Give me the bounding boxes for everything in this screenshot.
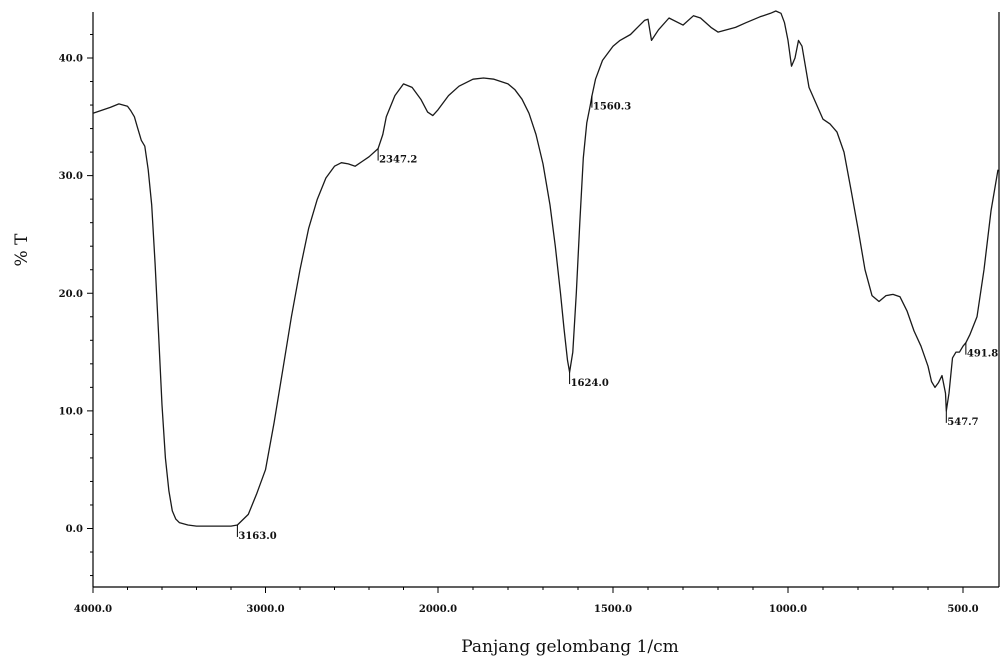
y-tick-label: 40.0 bbox=[59, 54, 83, 65]
peak-label: 547.7 bbox=[947, 417, 978, 428]
peak-label: 1624.0 bbox=[571, 378, 609, 389]
ticks: 0.0 10.0 20.0 30.0 40.0 4000.0 3000.0 2000.0 150… bbox=[59, 33, 979, 615]
x-axis-title: Panjang gelombang 1/cm bbox=[461, 637, 679, 657]
peak-label: 491.8 bbox=[967, 349, 998, 360]
y-tick-label: 0.0 bbox=[66, 524, 83, 535]
x-tick-label: 3000.0 bbox=[246, 604, 284, 615]
x-tick-label: 4000.0 bbox=[74, 604, 112, 615]
x-tick-label: 1500.0 bbox=[594, 604, 632, 615]
y-tick-label: 10.0 bbox=[59, 406, 83, 417]
y-axis-title: % T bbox=[12, 233, 32, 267]
y-tick-label: 30.0 bbox=[59, 171, 83, 182]
peak-label: 2347.2 bbox=[379, 155, 417, 166]
axes bbox=[92, 12, 1000, 588]
spectrum-line bbox=[92, 10, 999, 527]
peak-label: 1560.3 bbox=[593, 102, 631, 113]
x-tick-label: 2000.0 bbox=[419, 604, 457, 615]
x-tick-label: 500.0 bbox=[947, 604, 978, 615]
x-tick-label: 1000.0 bbox=[769, 604, 807, 615]
series-group bbox=[92, 10, 999, 527]
peak-label: 3163.0 bbox=[238, 531, 276, 542]
y-tick-label: 20.0 bbox=[59, 289, 83, 300]
peak-annotations: 3163.0 2347.2 1624.0 1560.3 547.7 491.8 bbox=[236, 95, 998, 542]
